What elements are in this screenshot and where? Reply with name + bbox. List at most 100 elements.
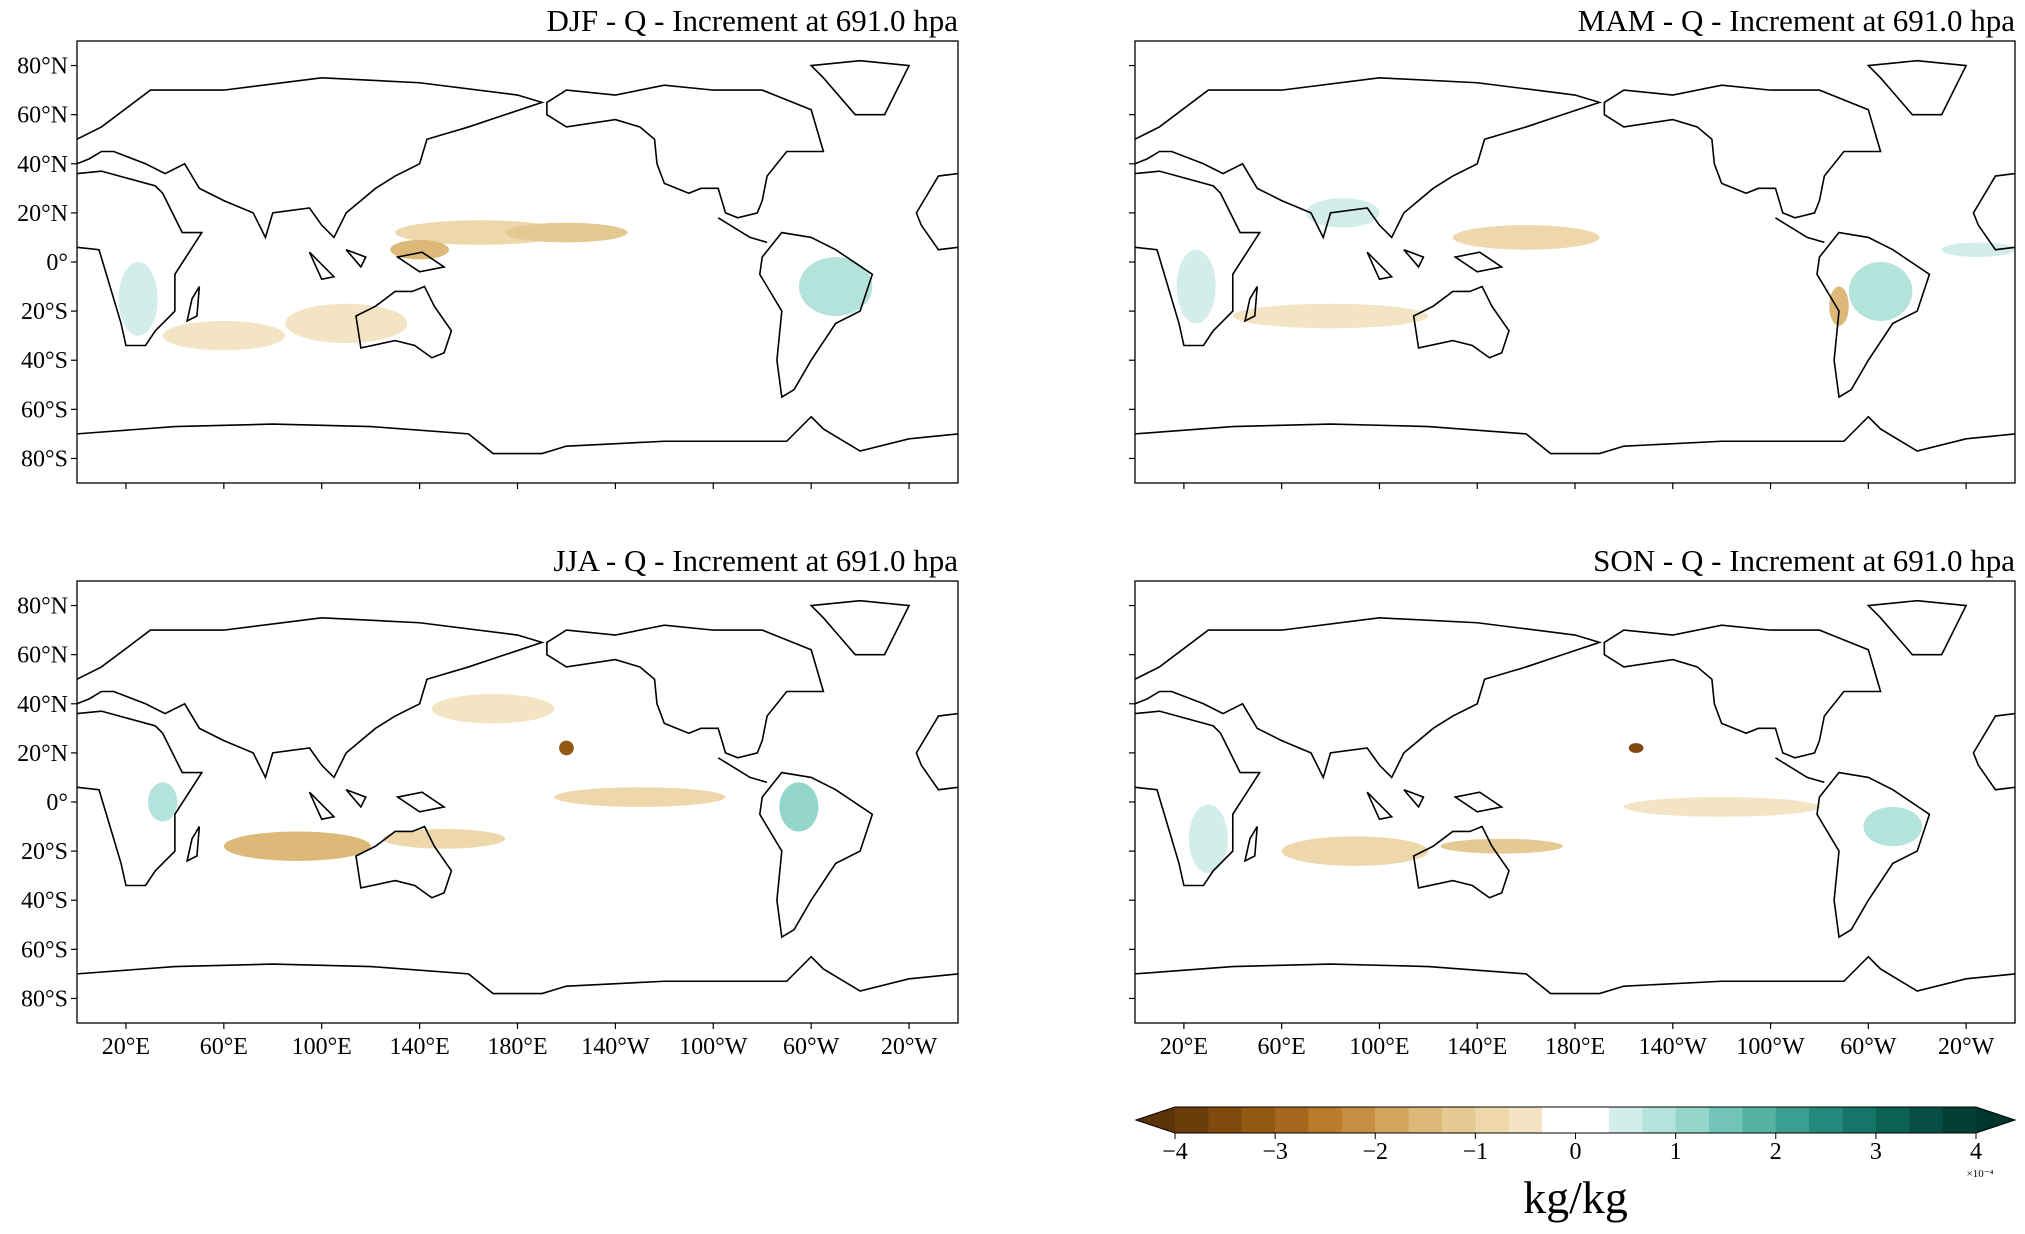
coastlines: [77, 598, 958, 996]
coastlines: [1135, 598, 2015, 996]
colorbar-segment: [1442, 1107, 1476, 1133]
panel-title: DJF - Q - Increment at 691.0 hpa: [546, 3, 958, 38]
field-shading: [1176, 249, 1216, 324]
field-shading: [554, 787, 726, 807]
panel-title: JJA - Q - Increment at 691.0 hpa: [553, 543, 958, 578]
colorbar-segment: [1842, 1107, 1877, 1133]
map-panel: JJA - Q - Increment at 691.0 hpa 80°N 60°N…: [17, 543, 959, 1060]
lat-tick-label: 60°S: [21, 397, 68, 423]
field-shading: [285, 303, 408, 344]
field-shading: [1452, 225, 1600, 250]
colorbar-segment: [1909, 1107, 1944, 1133]
lat-tick-label: 20°N: [17, 201, 68, 227]
colorbar-segment: [1809, 1107, 1843, 1133]
lat-tick-label: 40°S: [21, 888, 68, 914]
lon-tick-label: 60°W: [1840, 1034, 1897, 1060]
lon-tick-label: 100°W: [1736, 1034, 1805, 1060]
colorbar-segment: [1341, 1107, 1376, 1133]
lon-tick-label: 60°E: [1258, 1034, 1306, 1060]
colorbar-segment: [1208, 1107, 1243, 1133]
colorbar-segment: [1775, 1107, 1810, 1133]
lat-tick-label: 0°: [46, 250, 68, 276]
colorbar-segment: [1875, 1107, 1910, 1133]
lat-tick-label: 40°N: [17, 152, 68, 178]
lat-tick-label: 20°S: [21, 839, 68, 865]
lon-tick-label: 140°W: [581, 1034, 650, 1060]
field-shading: [1188, 804, 1228, 874]
map-panel: SON - Q - Increment at 691.0 hpa 20°E 60°E…: [1129, 543, 2016, 1060]
lat-tick-label: 80°S: [21, 446, 68, 472]
coastlines: [1135, 58, 2015, 456]
field-shading: [147, 782, 178, 822]
colorbar-segment: [1608, 1107, 1643, 1133]
coastlines: [77, 58, 958, 456]
lon-tick-label: 140°W: [1639, 1034, 1708, 1060]
lon-tick-label: 140°E: [1447, 1034, 1507, 1060]
field-shading: [1232, 303, 1429, 329]
lon-tick-label: 100°W: [679, 1034, 748, 1060]
field-shading: [779, 782, 819, 832]
field-shading: [390, 239, 449, 260]
lat-tick-label: 80°N: [17, 54, 68, 80]
colorbar-segment: [1241, 1107, 1276, 1133]
map-frame: [1134, 40, 2016, 484]
lat-tick-label: 40°S: [21, 348, 68, 374]
field-shading: [382, 829, 506, 849]
lon-tick-label: 60°W: [783, 1034, 840, 1060]
colorbar-label: kg/kg: [1523, 1172, 1628, 1223]
field-shading: [559, 740, 574, 756]
lon-tick-label: 20°W: [1938, 1034, 1995, 1060]
colorbar-tick-label: −4: [1162, 1139, 1188, 1165]
lon-tick-label: 180°E: [487, 1034, 547, 1060]
map-frame: [1134, 580, 2016, 1024]
field-shading: [1941, 242, 2016, 258]
colorbar-tick-label: 0: [1570, 1139, 1582, 1165]
panel-title: MAM - Q - Increment at 691.0 hpa: [1578, 3, 2016, 38]
field-shading: [1628, 743, 1644, 753]
lon-tick-label: 20°E: [1160, 1034, 1208, 1060]
field-shading: [1623, 797, 1820, 817]
lon-tick-label: 100°E: [1349, 1034, 1409, 1060]
field-shading: [1848, 262, 1913, 321]
lat-tick-label: 60°S: [21, 937, 68, 963]
field-shading: [1829, 286, 1849, 326]
map-frame: [76, 580, 959, 1024]
field-shading: [798, 257, 873, 317]
colorbar-segment: [1308, 1107, 1343, 1133]
colorbar-tick-label: 3: [1870, 1139, 1882, 1165]
lon-tick-label: 20°W: [881, 1034, 938, 1060]
colorbar-tick-label: −1: [1463, 1139, 1489, 1165]
lat-tick-label: 20°N: [17, 741, 68, 767]
field-shading: [505, 222, 628, 243]
map-panel: DJF - Q - Increment at 691.0 hpa 80°N 60°N…: [17, 3, 959, 489]
lon-tick-label: 60°E: [200, 1034, 248, 1060]
colorbar-segment: [1742, 1107, 1777, 1133]
colorbar-segment: [1408, 1107, 1443, 1133]
field-shading: [118, 262, 158, 336]
colorbar-segment: [1375, 1107, 1410, 1133]
colorbar-segment: [1475, 1107, 1510, 1133]
lon-tick-label: 180°E: [1545, 1034, 1605, 1060]
field-shading: [1281, 836, 1429, 866]
field-shading: [1306, 198, 1380, 228]
lat-tick-label: 0°: [46, 790, 68, 816]
panel-title: SON - Q - Increment at 691.0 hpa: [1593, 543, 2015, 578]
lon-tick-label: 100°E: [292, 1034, 352, 1060]
colorbar-segment: [1275, 1107, 1309, 1133]
colorbar-segment: [1642, 1107, 1677, 1133]
lon-tick-label: 140°E: [389, 1034, 449, 1060]
field-shading: [1440, 838, 1563, 854]
field-shading: [431, 693, 555, 724]
colorbar-segment: [1575, 1107, 1610, 1133]
colorbar-segment: [1942, 1107, 1977, 1133]
field-shading: [162, 320, 286, 351]
lat-tick-label: 80°N: [17, 594, 68, 620]
colorbar-extend-low: [1136, 1107, 1175, 1133]
colorbar-tick-label: −2: [1362, 1139, 1388, 1165]
lat-tick-label: 80°S: [21, 986, 68, 1012]
colorbar-segment: [1542, 1107, 1576, 1133]
lat-tick-label: 60°N: [17, 643, 68, 669]
colorbar-extend-high: [1976, 1107, 2015, 1133]
field-shading: [223, 831, 371, 861]
